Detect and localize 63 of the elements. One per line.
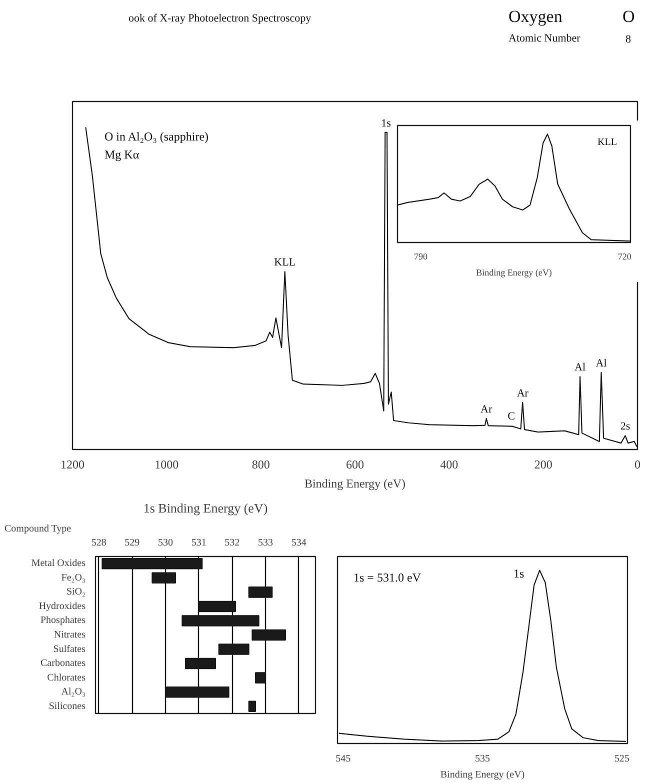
x-tick-label: 545 (336, 754, 351, 764)
chart-title: 1s Binding Energy (eV) (143, 500, 268, 516)
annotation: Al (574, 362, 586, 374)
x-tick-label: 1200 (60, 458, 84, 472)
annotation: 1s (514, 566, 524, 580)
x-tick-label: 800 (252, 458, 270, 472)
x-tick-label: 534 (291, 538, 306, 548)
text: 8 (626, 34, 632, 46)
text: ook of X-ray Photoelectron Spectroscopy (128, 12, 312, 24)
y-axis-title: Compound Type (4, 524, 72, 534)
annotation: 1s = 531.0 eV (354, 570, 422, 584)
annotation: KLL (598, 137, 617, 148)
bar (252, 629, 286, 641)
x-tick-label: 0 (634, 458, 640, 472)
annotation: C (508, 410, 515, 422)
bar (185, 658, 216, 670)
x-tick-label: 533 (258, 538, 273, 548)
annotation: O in Al₂O₃ (sapphire) (104, 130, 209, 144)
bar (248, 586, 273, 598)
annotation: 1s (381, 117, 391, 130)
y-tick-label: SiO₂ (66, 586, 86, 598)
y-tick-label: Al₂O₃ (61, 686, 86, 698)
annotation: Ar (480, 404, 493, 416)
x-tick-label: 200 (534, 458, 552, 472)
x-tick-label: 400 (440, 458, 458, 472)
x-tick-label: 529 (124, 538, 140, 548)
annotation: Al (596, 357, 607, 370)
x-axis-title: Binding Energy (eV) (440, 770, 525, 780)
x-tick-label: 535 (475, 754, 490, 764)
x-tick-label: 525 (614, 754, 630, 764)
annotation: Ar (516, 387, 529, 400)
text: O (622, 7, 635, 26)
x-tick-label: 531 (191, 538, 206, 548)
bar (248, 700, 256, 712)
x-axis-title: Binding Energy (eV) (304, 476, 406, 490)
x-tick-label: 790 (414, 252, 428, 262)
x-tick-label: 530 (158, 538, 173, 548)
annotation: Mg Kα (104, 148, 140, 162)
y-tick-label: Nitrates (54, 630, 86, 640)
y-tick-label: Silicones (48, 700, 86, 712)
bar (165, 686, 230, 698)
x-tick-label: 600 (346, 458, 364, 472)
bar (182, 615, 260, 626)
x-tick-label: 1000 (154, 458, 179, 472)
y-tick-label: Sulfates (53, 644, 86, 655)
bar (255, 672, 266, 684)
annotation: KLL (274, 256, 296, 269)
annotation: 2s (620, 420, 630, 433)
bar (198, 600, 236, 612)
y-tick-label: Phosphates (40, 615, 86, 626)
x-tick-label: 532 (224, 538, 240, 548)
bar (218, 644, 250, 655)
x-axis-title: Binding Energy (eV) (476, 268, 552, 278)
y-tick-label: Metal Oxides (31, 558, 86, 570)
x-tick-label: 720 (618, 252, 632, 262)
y-tick-label: Fe₂O₃ (61, 572, 86, 584)
y-tick-label: Chlorates (47, 672, 86, 684)
y-tick-label: Hydroxides (38, 600, 86, 612)
text: Atomic Number (508, 32, 581, 44)
bar (152, 572, 176, 584)
x-tick-label: 528 (91, 538, 106, 548)
y-tick-label: Carbonates (40, 658, 86, 670)
text: Oxygen (508, 7, 563, 26)
